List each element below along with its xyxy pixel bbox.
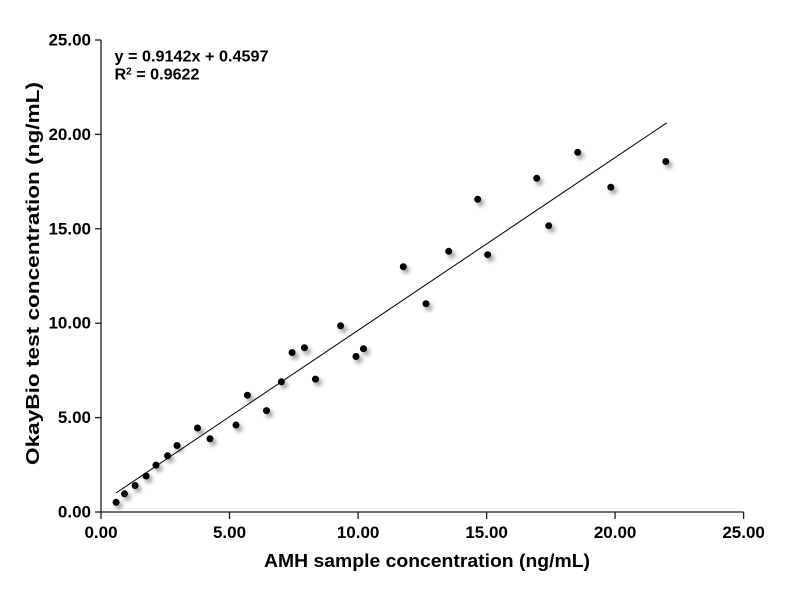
svg-text:0.00: 0.00 [84, 523, 117, 542]
svg-text:0.00: 0.00 [58, 503, 91, 522]
svg-text:20.00: 20.00 [594, 523, 637, 542]
svg-text:25.00: 25.00 [48, 31, 91, 50]
svg-text:5.00: 5.00 [58, 408, 91, 427]
svg-text:20.00: 20.00 [48, 125, 91, 144]
svg-text:OkayBio test concentration (ng: OkayBio test concentration (ng/mL) [23, 82, 43, 465]
svg-text:5.00: 5.00 [213, 523, 246, 542]
svg-text:15.00: 15.00 [48, 219, 91, 238]
svg-text:15.00: 15.00 [465, 523, 508, 542]
svg-text:y = 0.9142x + 0.4597: y = 0.9142x + 0.4597 [115, 49, 269, 66]
svg-text:AMH sample concentration (ng/m: AMH sample concentration (ng/mL) [264, 551, 590, 571]
svg-text:10.00: 10.00 [337, 523, 380, 542]
svg-text:R2 = 0.9622: R2 = 0.9622 [115, 66, 200, 84]
svg-text:10.00: 10.00 [48, 314, 91, 333]
svg-text:25.00: 25.00 [722, 523, 765, 542]
